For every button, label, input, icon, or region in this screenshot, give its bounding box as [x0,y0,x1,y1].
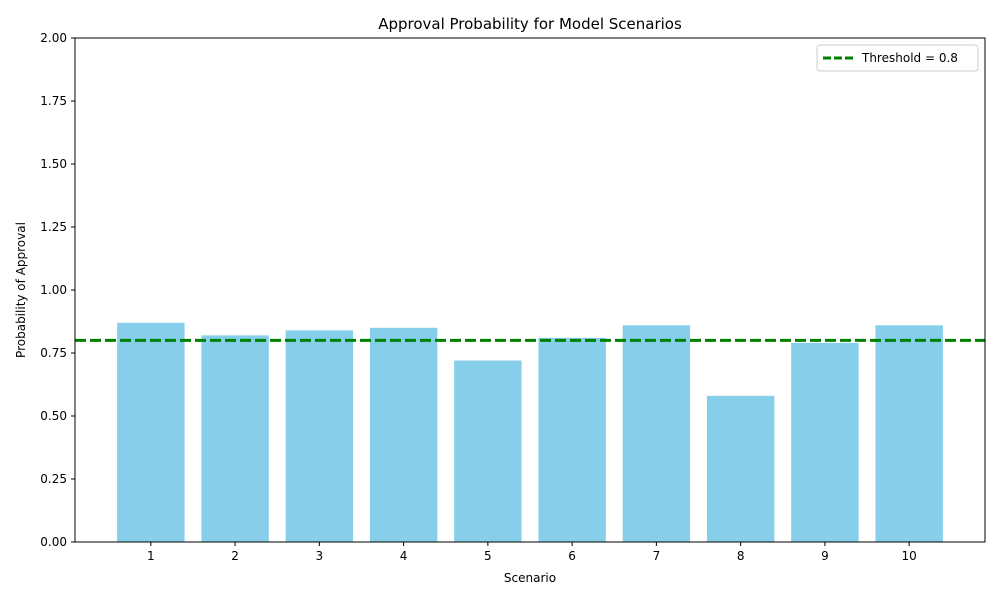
bar-scenario-9 [791,342,859,542]
chart-title: Approval Probability for Model Scenarios [378,15,682,33]
x-tick-label: 6 [568,549,576,563]
legend-box [816,44,979,72]
y-tick-label: 0.25 [40,472,67,486]
bar-scenario-10 [875,325,943,542]
x-tick-label: 5 [484,549,492,563]
x-tick-label: 10 [902,549,917,563]
bar-scenario-4 [369,327,438,542]
legend-threshold-label: Threshold = 0.8 [861,51,958,65]
bar-scenario-6 [538,337,606,542]
y-tick-label: 2.00 [40,31,67,45]
legend: Threshold = 0.8 [816,44,979,72]
x-tick-label: 3 [316,549,324,563]
x-tick-label: 1 [147,549,155,563]
x-tick-label: 2 [231,549,239,563]
bar-scenario-3 [285,330,354,542]
y-tick-label: 1.50 [40,157,67,171]
y-axis-ticks: 0.00 0.25 0.50 0.75 1.00 1.25 1.50 1.75 2.00 [40,31,75,549]
y-tick-label: 0.75 [40,346,67,360]
y-tick-label: 0.50 [40,409,67,423]
bar-scenario-7 [622,325,691,542]
y-tick-label: 1.00 [40,283,67,297]
bar-scenario-1 [117,322,185,542]
bar-scenario-2 [201,335,269,542]
x-axis-label: Scenario [504,571,556,585]
x-axis-ticks: 1 2 3 4 5 6 7 8 9 10 [147,542,917,563]
x-tick-label: 4 [400,549,408,563]
y-tick-label: 1.75 [40,94,67,108]
bar-scenario-5 [454,360,522,542]
x-tick-label: 9 [821,549,829,563]
bars-group [117,322,943,542]
y-tick-label: 0.00 [40,535,67,549]
bar-scenario-8 [706,395,775,542]
y-axis-label: Probability of Approval [14,222,28,358]
x-tick-label: 8 [737,549,745,563]
y-tick-label: 1.25 [40,220,67,234]
x-tick-label: 7 [653,549,661,563]
